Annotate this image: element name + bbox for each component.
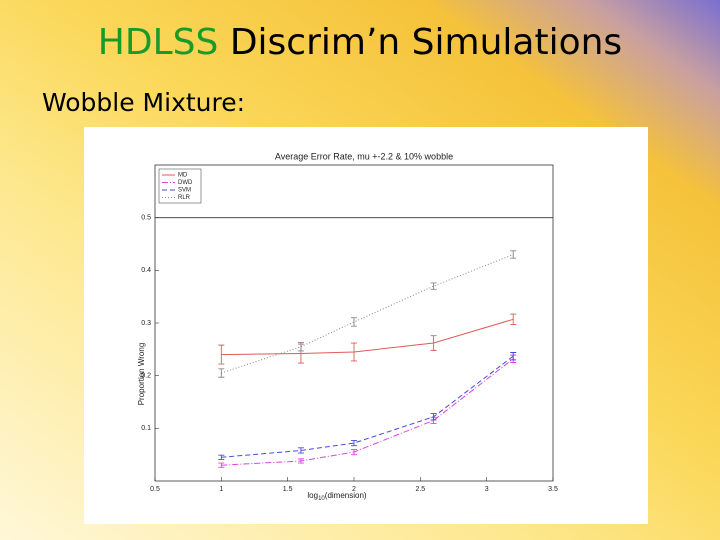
x-tick-label: 3.5 — [548, 486, 558, 493]
y-tick-label: 0.3 — [141, 320, 151, 327]
error-bar — [218, 368, 225, 378]
subtitle: Wobble Mixture: — [42, 88, 246, 117]
series-line — [221, 318, 514, 356]
legend-label: DWD — [178, 180, 193, 186]
error-bar — [297, 342, 304, 352]
title-rest: Discrim’n Simulations — [229, 22, 623, 63]
error-bar — [430, 282, 437, 290]
error-bar — [351, 317, 357, 327]
x-label-base: log — [307, 491, 318, 500]
x-tick-label: 1.5 — [283, 486, 293, 493]
error-bar — [351, 448, 357, 456]
y-tick-label: 0.4 — [141, 267, 151, 274]
series-line — [221, 358, 514, 466]
y-tick-label: 0.5 — [141, 215, 151, 222]
title-highlight: HDLSS — [97, 22, 219, 63]
error-bar — [430, 413, 437, 421]
y-axis-label: Proportion Wrong — [137, 343, 146, 406]
x-label-rest: (dimension) — [325, 491, 367, 500]
y-tick-label: 0.2 — [141, 373, 151, 380]
legend-label: RLR — [178, 195, 191, 201]
chart: Average Error Rate, mu +-2.2 & 10% wobbl… — [84, 127, 648, 524]
legend-label: SVM — [178, 188, 191, 194]
x-tick-label: 0.5 — [150, 486, 160, 493]
error-bar — [297, 447, 304, 454]
error-bar — [218, 344, 225, 365]
legend-label: MD — [178, 173, 188, 179]
error-bar — [510, 250, 517, 259]
error-bar — [218, 462, 225, 468]
error-bar — [510, 352, 517, 361]
x-tick-label: 1 — [219, 486, 223, 493]
y-tick-label: 0.1 — [141, 425, 151, 432]
error-bar — [218, 454, 225, 460]
error-bar — [297, 458, 304, 464]
error-bar — [510, 313, 517, 326]
x-tick-label: 2 — [352, 486, 356, 493]
series-line — [221, 254, 514, 374]
error-bar — [430, 335, 437, 351]
series-line — [221, 355, 514, 458]
x-tick-label: 2.5 — [415, 486, 425, 493]
error-bar — [351, 342, 357, 362]
chart-title: Average Error Rate, mu +-2.2 & 10% wobbl… — [275, 151, 453, 161]
x-tick-label: 3 — [485, 486, 489, 493]
x-label-sub: 10 — [318, 496, 325, 502]
error-bar — [351, 439, 357, 447]
slide-title: HDLSS Discrim’n Simulations — [0, 22, 720, 63]
x-axis-label: log10(dimension) — [307, 491, 367, 501]
